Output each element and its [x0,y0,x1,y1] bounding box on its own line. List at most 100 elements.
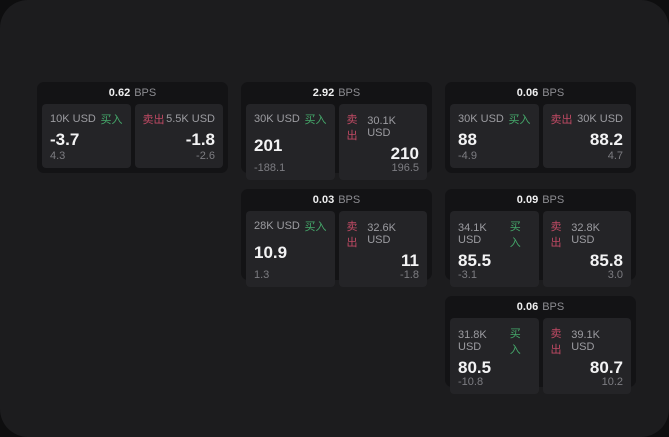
sell-label: 卖出 [346,114,358,142]
quote-card: 0.62 BPS 10K USD 买入 -3.7 4.3 卖出 5.5K USD [37,82,228,173]
buy-tile-header: 10K USD 买入 [50,111,123,127]
sell-notional: 30.1K USD [367,115,396,139]
quote-tiles: 30K USD 买入 88 -4.9 卖出 30K USD 88.2 4.7 [445,104,636,173]
quote-tiles: 34.1K USD 买入 85.5 -3.1 卖出 32.8K USD 85.8… [445,211,636,292]
buy-tile-header: 28K USD 买入 [254,218,327,234]
sell-price: 85.8 [589,251,623,270]
sell-tile[interactable]: 卖出 39.1K USD 80.7 10.2 [542,318,631,394]
bps-value: 0.06 [516,87,539,99]
bps-value: 0.03 [312,194,335,206]
buy-price: 201 [254,136,283,155]
buy-delta: -4.9 [458,150,477,162]
buy-delta: -3.1 [458,269,477,281]
buy-notional: 31.8K USD [458,329,487,353]
sell-tile[interactable]: 卖出 5.5K USD -1.8 -2.6 [134,104,223,168]
bps-unit: BPS [542,194,565,206]
buy-delta: 4.3 [50,150,66,162]
buy-delta: -10.8 [458,376,484,388]
card-header: 0.62 BPS [37,82,228,104]
buy-notional: 34.1K USD [458,222,487,246]
buy-tile[interactable]: 28K USD 买入 10.9 1.3 [246,211,335,287]
bps-unit: BPS [134,87,157,99]
buy-notional: 30K USD [254,113,300,125]
quote-card: 0.09 BPS 34.1K USD 买入 85.5 -3.1 卖出 32.8K… [445,189,636,287]
bps-value: 0.62 [108,87,131,99]
buy-price: 80.5 [458,358,492,377]
card-header: 2.92 BPS [241,82,432,104]
sell-tile[interactable]: 卖出 32.6K USD 11 -1.8 [338,211,427,287]
buy-tile[interactable]: 30K USD 买入 88 -4.9 [450,104,539,168]
quote-card: 2.92 BPS 30K USD 买入 201 -188.1 卖出 30.1K … [241,82,432,180]
sell-delta: 3.0 [607,269,623,281]
buy-label: 买入 [509,221,521,249]
sell-price: 210 [390,144,419,163]
buy-tile-header: 31.8K USD 买入 [458,325,531,357]
sell-notional: 30K USD [577,113,623,125]
bps-value: 2.92 [312,87,335,99]
buy-price: 10.9 [254,243,288,262]
sell-label: 卖出 [346,221,358,249]
buy-label: 买入 [508,114,531,126]
card-header: 0.06 BPS [445,82,636,104]
bps-value: 0.06 [516,301,539,313]
buy-delta: -188.1 [254,162,286,174]
buy-tile[interactable]: 10K USD 买入 -3.7 4.3 [42,104,131,168]
sell-notional: 32.8K USD [571,222,600,246]
bps-unit: BPS [338,87,361,99]
sell-tile[interactable]: 卖出 30.1K USD 210 196.5 [338,104,427,180]
buy-delta: 1.3 [254,269,270,281]
quote-tiles: 28K USD 买入 10.9 1.3 卖出 32.6K USD 11 -1.8 [241,211,432,292]
card-header: 0.06 BPS [445,296,636,318]
buy-label: 买入 [304,221,327,233]
buy-label: 买入 [304,114,327,126]
card-header: 0.09 BPS [445,189,636,211]
sell-tile[interactable]: 卖出 30K USD 88.2 4.7 [542,104,631,168]
sell-price: 88.2 [589,130,623,149]
sell-tile-header: 卖出 32.6K USD [347,218,420,250]
bps-value: 0.09 [516,194,539,206]
buy-tile[interactable]: 31.8K USD 买入 80.5 -10.8 [450,318,539,394]
sell-notional: 32.6K USD [367,222,396,246]
sell-label: 卖出 [550,328,562,356]
buy-tile-header: 30K USD 买入 [458,111,531,127]
sell-delta: -2.6 [196,150,215,162]
sell-label: 卖出 [550,114,573,126]
sell-label: 卖出 [142,114,165,126]
sell-notional: 5.5K USD [166,113,215,125]
quote-tiles: 10K USD 买入 -3.7 4.3 卖出 5.5K USD -1.8 -2.… [37,104,228,173]
sell-tile-header: 卖出 30K USD [551,111,624,127]
sell-tile-header: 卖出 39.1K USD [551,325,624,357]
buy-tile-header: 34.1K USD 买入 [458,218,531,250]
buy-label: 买入 [100,114,123,126]
sell-delta: -1.8 [400,269,419,281]
bps-unit: BPS [338,194,361,206]
buy-price: -3.7 [50,130,80,149]
sell-delta: 10.2 [601,376,623,388]
sell-tile-header: 卖出 5.5K USD [143,111,216,127]
buy-price: 85.5 [458,251,492,270]
bps-unit: BPS [542,301,565,313]
bps-unit: BPS [542,87,565,99]
sell-tile-header: 卖出 32.8K USD [551,218,624,250]
sell-delta: 196.5 [391,162,419,174]
quote-tiles: 31.8K USD 买入 80.5 -10.8 卖出 39.1K USD 80.… [445,318,636,399]
sell-delta: 4.7 [607,150,623,162]
buy-price: 88 [458,130,477,149]
buy-notional: 10K USD [50,113,96,125]
quote-card: 0.06 BPS 31.8K USD 买入 80.5 -10.8 卖出 39.1… [445,296,636,394]
sell-tile[interactable]: 卖出 32.8K USD 85.8 3.0 [542,211,631,287]
sell-price: 11 [401,251,419,270]
sell-notional: 39.1K USD [571,329,600,353]
buy-tile[interactable]: 30K USD 买入 201 -188.1 [246,104,335,180]
buy-tile-header: 30K USD 买入 [254,111,327,127]
buy-tile[interactable]: 34.1K USD 买入 85.5 -3.1 [450,211,539,287]
quote-card: 0.03 BPS 28K USD 买入 10.9 1.3 卖出 32.6K US… [241,189,432,287]
sell-price: -1.8 [185,130,215,149]
quote-tiles: 30K USD 买入 201 -188.1 卖出 30.1K USD 210 1… [241,104,432,185]
card-header: 0.03 BPS [241,189,432,211]
quotes-grid: 0.62 BPS 10K USD 买入 -3.7 4.3 卖出 5.5K USD [37,82,636,394]
buy-notional: 30K USD [458,113,504,125]
sell-tile-header: 卖出 30.1K USD [347,111,420,143]
sell-price: 80.7 [589,358,623,377]
